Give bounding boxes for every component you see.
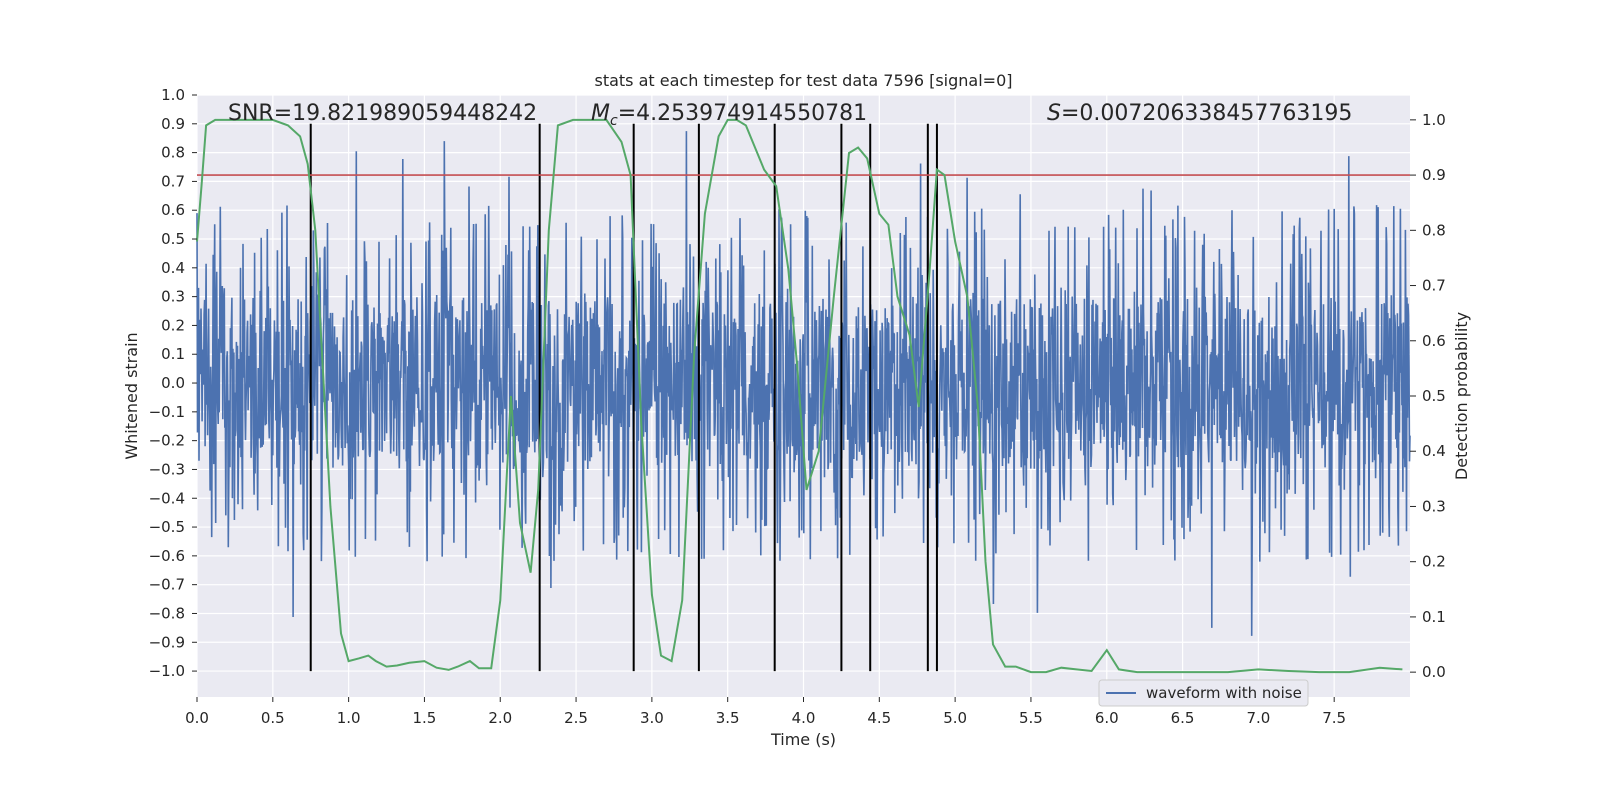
y-tick-label: −1.0 (149, 662, 185, 680)
y2-tick-label: 0.0 (1422, 663, 1446, 681)
vertical-markers (309, 123, 938, 672)
y-tick-label: 0.3 (161, 288, 185, 306)
x-tick-label: 5.5 (1019, 709, 1043, 727)
y-tick-label: 0.6 (161, 201, 185, 219)
probability-line (196, 118, 1403, 674)
y2-tick-label: 0.7 (1422, 277, 1446, 295)
y-tick-label: 0.0 (161, 374, 185, 392)
s-value: =0.007206338457763195 (1061, 101, 1352, 126)
y-tick-label: 0.2 (161, 316, 185, 334)
y-axis-label: Whitened strain (122, 332, 141, 459)
chirp-mass-subscript: c (610, 113, 618, 129)
x-axis-label: Time (s) (770, 730, 836, 749)
x-tick-label: 6.5 (1171, 709, 1195, 727)
y-tick-label: 0.9 (161, 115, 185, 133)
y2-tick-label: 0.6 (1422, 332, 1446, 350)
snr-annotation: SNR=19.821989059448242 (228, 101, 537, 126)
x-tick-label: 2.0 (488, 709, 512, 727)
chart-title: stats at each timestep for test data 759… (594, 71, 1012, 90)
y-tick-label: −0.9 (149, 633, 185, 651)
y-tick-label: −0.8 (149, 604, 185, 622)
y-tick-label: 0.7 (161, 172, 185, 190)
x-tick-label: 1.0 (337, 709, 361, 727)
y-tick-label: 0.8 (161, 144, 185, 162)
legend: waveform with noise (1098, 679, 1309, 707)
x-tick-label: 6.0 (1095, 709, 1119, 727)
y-tick-label: −0.3 (149, 460, 185, 478)
x-tick-label: 1.5 (413, 709, 437, 727)
x-tick-label: 0.0 (185, 709, 209, 727)
s-symbol: S (1047, 101, 1061, 126)
y2-tick-label: 0.4 (1422, 442, 1446, 460)
x-tick-label: 3.5 (716, 709, 740, 727)
x-tick-label: 7.5 (1322, 709, 1346, 727)
x-tick-label: 5.0 (943, 709, 967, 727)
y-tick-label: 0.5 (161, 230, 185, 248)
chirp-mass-symbol: M (591, 101, 610, 126)
y-tick-label: −0.5 (149, 518, 185, 536)
y2-tick-label: 0.5 (1422, 387, 1446, 405)
axes: 0.0 0.5 1.0 1.5 2.0 2.5 3.0 3.5 4.0 4.5 5.0 5.5 6.0 6… (149, 86, 1446, 727)
y-tick-label: 1.0 (161, 86, 185, 104)
x-tick-label: 4.5 (867, 709, 891, 727)
y2-tick-label: 0.1 (1422, 608, 1446, 626)
y-tick-label: −0.1 (149, 403, 185, 421)
waveform-series (196, 131, 1411, 636)
legend-label-waveform: waveform with noise (1146, 684, 1302, 702)
y-tick-label: −0.2 (149, 432, 185, 450)
y-tick-label: 0.4 (161, 259, 185, 277)
x-tick-label: 3.0 (640, 709, 664, 727)
chirp-mass-annotation: Mc=4.253974914550781 (591, 101, 867, 129)
y2-tick-label: 0.3 (1422, 497, 1446, 515)
chirp-mass-value: =4.253974914550781 (618, 101, 867, 126)
y2-tick-label: 0.8 (1422, 221, 1446, 239)
y2-tick-label: 0.9 (1422, 166, 1446, 184)
x-tick-label: 2.5 (564, 709, 588, 727)
y2-axis-label: Detection probability (1452, 312, 1471, 480)
s-annotation: S=0.007206338457763195 (1047, 101, 1352, 126)
x-tick-label: 7.0 (1246, 709, 1270, 727)
waveform-line (196, 131, 1411, 636)
y-tick-label: −0.4 (149, 489, 185, 507)
y-tick-label: 0.1 (161, 345, 185, 363)
y-tick-label: −0.6 (149, 547, 185, 565)
y-tick-label: −0.7 (149, 576, 185, 594)
probability-series-group (196, 118, 1403, 674)
y2-tick-label: 0.2 (1422, 553, 1446, 571)
x-tick-label: 0.5 (261, 709, 285, 727)
y2-tick-label: 1.0 (1422, 111, 1446, 129)
legend-box (1098, 679, 1309, 707)
x-tick-label: 4.0 (792, 709, 816, 727)
